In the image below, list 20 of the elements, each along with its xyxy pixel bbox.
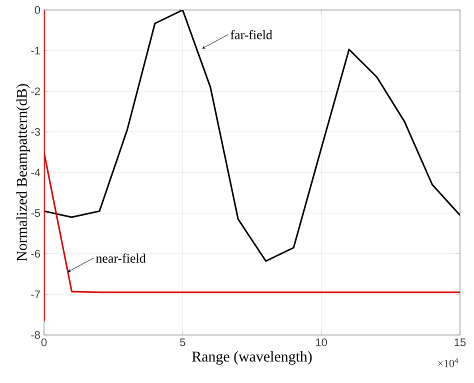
annotation: near-field [96,253,146,263]
y-tick-label: -8 [31,331,40,339]
x-tick-label: 5 [180,338,186,346]
line-series [44,10,460,322]
y-tick-label: 0 [34,6,40,14]
y-tick-label: -5 [31,209,40,217]
y-axis-title: Normalized Beampattern(dB) [16,84,30,262]
x-tick-label: 10 [316,338,327,346]
y-tick-label: -6 [31,250,40,258]
y-tick-label: -1 [31,46,40,54]
x-axis-title: Range (wavelength) [192,351,312,365]
x-tick-label: 15 [454,338,466,346]
x-tick-label: 0 [41,338,47,346]
y-tick-label: -2 [31,87,40,96]
y-tick-label: -7 [31,290,40,298]
y-tick-label: -3 [31,128,40,136]
annotation: far-field [230,30,272,40]
y-tick-label: -4 [31,168,40,176]
text: ×10$^{4}$ [438,358,458,368]
line-series [44,10,460,262]
